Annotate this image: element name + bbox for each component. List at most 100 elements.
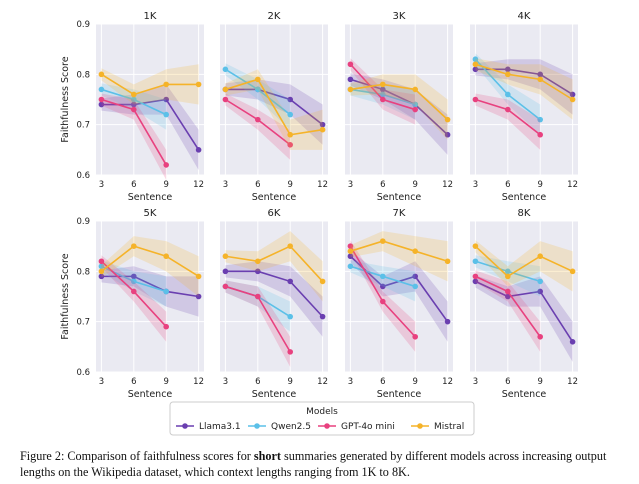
data-point-gpt-4o-mini xyxy=(163,323,169,330)
caption-bold-word: short xyxy=(253,449,281,463)
data-point-qwen2-5 xyxy=(222,66,229,73)
data-point-gpt-4o-mini xyxy=(222,96,229,103)
chart-panel-2K: 2K 3 6 9 12 Sentence xyxy=(220,11,328,203)
data-point-mistral xyxy=(254,258,261,265)
series-band-mistral xyxy=(475,58,573,120)
x-tick-label: 3 xyxy=(348,377,353,387)
data-point-llama3-1 xyxy=(380,86,386,93)
x-tick-label: 9 xyxy=(163,377,168,387)
y-axis-label: Faithfulness Score xyxy=(60,253,71,339)
data-point-mistral xyxy=(98,71,105,78)
data-point-qwen2-5 xyxy=(287,111,294,118)
data-point-gpt-4o-mini xyxy=(472,96,479,103)
data-point-llama3-1 xyxy=(319,313,326,320)
x-tick-label: 3 xyxy=(348,180,353,190)
y-tick-label: 0.6 xyxy=(76,368,90,378)
data-point-llama3-1 xyxy=(195,293,202,300)
data-point-qwen2-5 xyxy=(347,263,354,270)
x-tick-label: 12 xyxy=(317,180,328,190)
panel-title: 1K xyxy=(144,11,157,22)
x-tick-label: 6 xyxy=(505,180,510,190)
legend-swatch-marker xyxy=(417,423,423,429)
data-point-gpt-4o-mini xyxy=(98,96,105,103)
x-tick-label: 12 xyxy=(317,377,328,387)
panel-title: 4K xyxy=(518,11,531,22)
data-point-qwen2-5 xyxy=(412,283,419,290)
data-point-llama3-1 xyxy=(222,268,229,275)
data-point-llama3-1 xyxy=(569,339,576,345)
data-point-gpt-4o-mini xyxy=(222,283,229,290)
data-point-mistral xyxy=(195,81,202,88)
y-tick-label: 0.9 xyxy=(76,217,90,227)
series-band-llama3-1 xyxy=(475,59,573,115)
data-point-llama3-1 xyxy=(505,66,511,73)
series-band-gpt-4o-mini xyxy=(475,93,541,150)
data-point-mistral xyxy=(163,81,169,88)
y-tick-label: 0.9 xyxy=(76,20,90,30)
data-point-mistral xyxy=(98,268,105,275)
x-tick-label: 6 xyxy=(255,377,260,387)
data-point-llama3-1 xyxy=(472,66,479,73)
data-point-mistral xyxy=(537,76,543,83)
series-line-llama3-1 xyxy=(350,78,449,136)
data-point-qwen2-5 xyxy=(380,91,386,98)
data-point-mistral xyxy=(163,253,169,260)
data-point-llama3-1 xyxy=(472,278,479,285)
legend-swatch-marker xyxy=(324,423,330,429)
panel-background xyxy=(96,221,204,372)
x-tick-label: 6 xyxy=(255,180,260,190)
legend-title: Models xyxy=(306,407,338,417)
data-point-mistral xyxy=(444,258,451,265)
data-point-llama3-1 xyxy=(537,71,543,78)
x-tick-label: 12 xyxy=(193,377,204,387)
data-point-llama3-1 xyxy=(412,273,419,280)
caption-suffix: summaries generated by different models … xyxy=(20,449,607,479)
data-point-gpt-4o-mini xyxy=(472,273,479,280)
legend-label: Mistral xyxy=(434,422,464,432)
x-tick-label: 3 xyxy=(473,377,478,387)
y-tick-label: 0.7 xyxy=(76,318,90,328)
series-band-llama3-1 xyxy=(225,261,323,337)
data-point-llama3-1 xyxy=(98,273,105,280)
data-point-mistral xyxy=(222,86,229,93)
data-point-mistral xyxy=(380,81,386,88)
chart-panel-1K: 1K 3 6 9 12 Sentence 0.6 0.7 0.8 0.9 Faithfulness … xyxy=(60,11,204,203)
data-point-mistral xyxy=(254,76,261,83)
data-point-qwen2-5 xyxy=(505,91,511,98)
x-tick-label: 6 xyxy=(131,377,136,387)
chart-panel-6K: 6K 3 6 9 12 Sentence xyxy=(220,208,328,400)
data-point-llama3-1 xyxy=(347,76,354,83)
data-point-llama3-1 xyxy=(254,268,261,275)
data-point-gpt-4o-mini xyxy=(537,333,543,340)
data-point-gpt-4o-mini xyxy=(163,162,169,168)
data-point-gpt-4o-mini xyxy=(131,288,137,295)
x-tick-label: 6 xyxy=(505,377,510,387)
panel-title: 7K xyxy=(393,208,406,219)
series-line-llama3-1 xyxy=(225,270,324,318)
series-band-gpt-4o-mini xyxy=(350,58,416,125)
series-band-llama3-1 xyxy=(101,266,199,317)
data-point-qwen2-5 xyxy=(472,56,479,63)
data-point-qwen2-5 xyxy=(412,101,419,108)
data-point-gpt-4o-mini xyxy=(347,61,354,68)
data-point-qwen2-5 xyxy=(163,111,169,118)
data-point-mistral xyxy=(444,116,451,123)
data-point-qwen2-5 xyxy=(254,86,261,93)
data-point-llama3-1 xyxy=(287,278,294,285)
data-point-mistral xyxy=(131,91,137,98)
data-point-mistral xyxy=(472,61,479,68)
x-axis-label: Sentence xyxy=(128,389,173,400)
legend-label: GPT-4o mini xyxy=(341,422,395,432)
data-point-mistral xyxy=(412,86,419,93)
series-line-llama3-1 xyxy=(225,88,324,126)
series-band-gpt-4o-mini xyxy=(475,270,541,352)
data-point-gpt-4o-mini xyxy=(254,293,261,300)
y-tick-label: 0.7 xyxy=(76,121,90,131)
series-band-llama3-1 xyxy=(101,84,199,170)
panel-background xyxy=(220,221,328,372)
x-axis-label: Sentence xyxy=(377,192,422,203)
data-point-qwen2-5 xyxy=(131,278,137,285)
series-line-mistral xyxy=(475,63,574,101)
data-point-qwen2-5 xyxy=(472,258,479,265)
x-tick-label: 12 xyxy=(193,180,204,190)
